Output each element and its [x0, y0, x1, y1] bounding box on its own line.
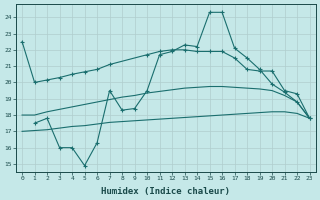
X-axis label: Humidex (Indice chaleur): Humidex (Indice chaleur) [101, 187, 230, 196]
